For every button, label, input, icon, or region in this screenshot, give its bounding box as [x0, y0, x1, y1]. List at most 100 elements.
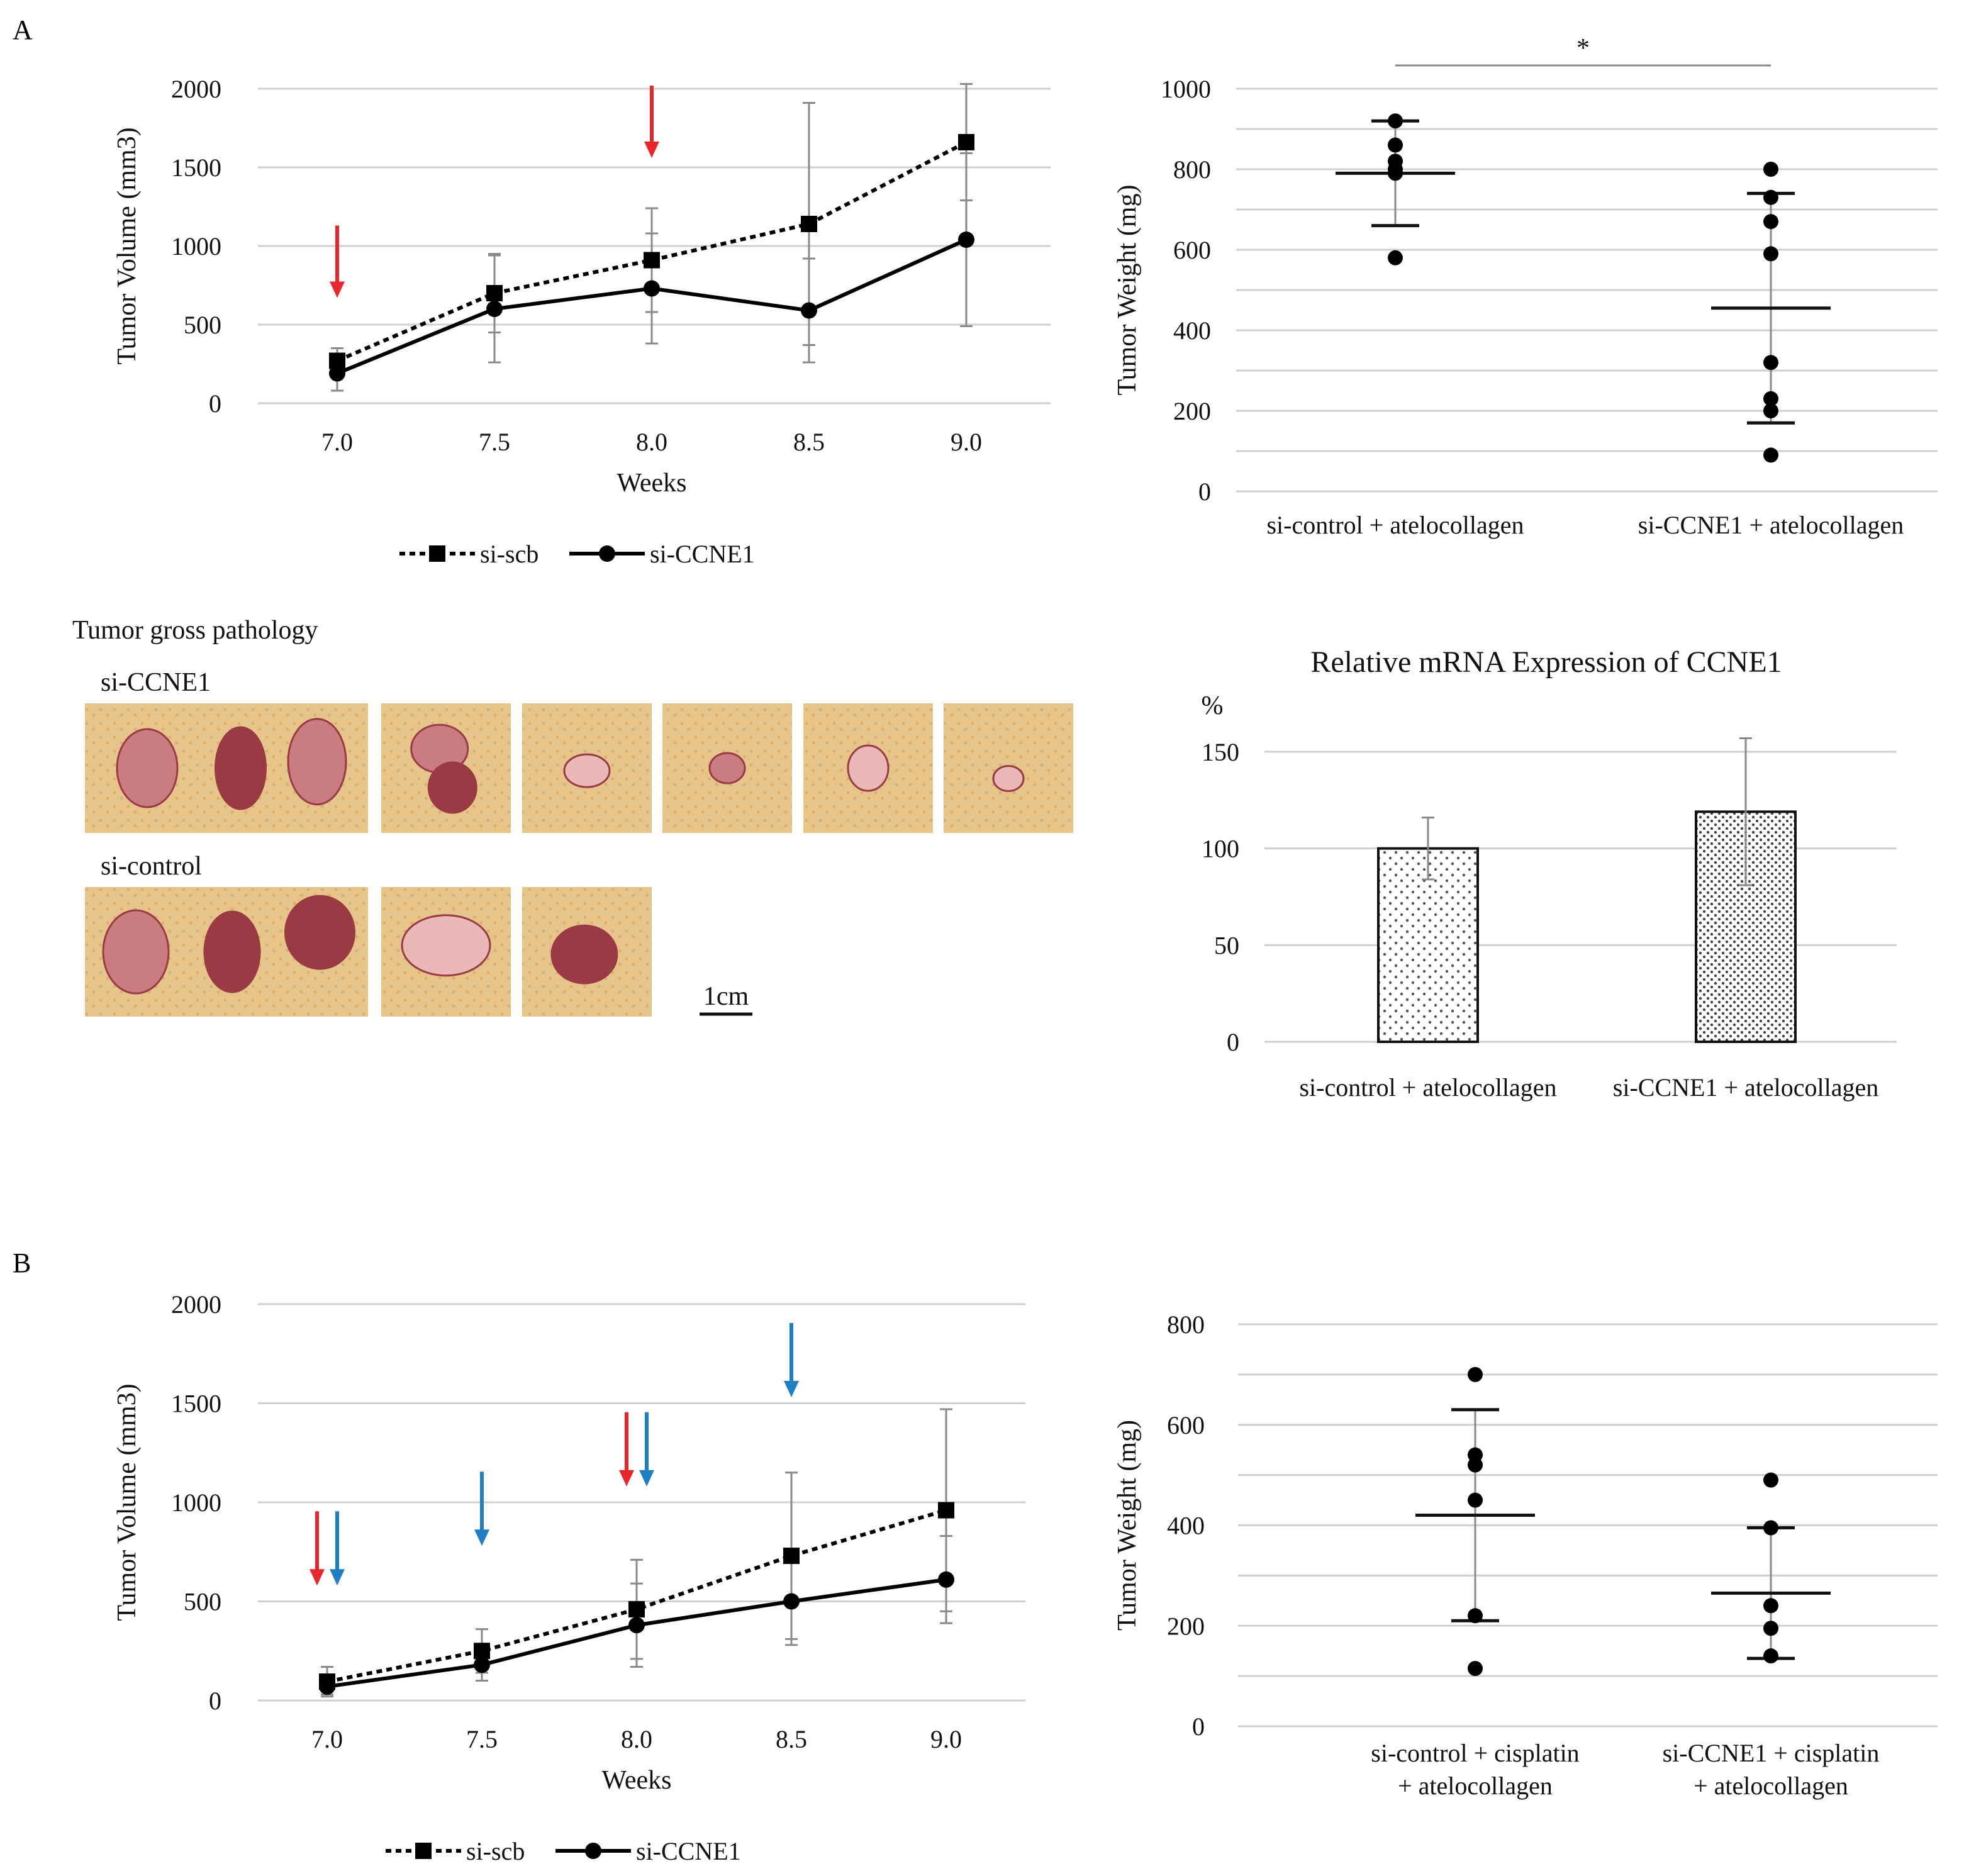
- tumor-specimen: [116, 728, 179, 808]
- b2-y-axis-title: Tumor Weight (mg): [1113, 1420, 1142, 1631]
- b2-data-point: [1763, 1648, 1778, 1664]
- tumor-photo: [381, 703, 511, 833]
- a3-y-tick-label: 100: [1202, 835, 1239, 863]
- tumor-specimen: [287, 718, 347, 806]
- a3-category-label: si-CCNE1 + atelocollagen: [1613, 1073, 1878, 1102]
- b1-y-axis-title: Tumor Volume (mm3): [113, 1383, 142, 1621]
- b2-category-label: + atelocollagen: [1693, 1772, 1848, 1800]
- gross-label-si-control: si-control: [101, 852, 202, 881]
- tumor-specimen: [563, 753, 611, 788]
- a1-x-tick-label: 8.5: [793, 428, 825, 456]
- a1-legend-marker-si-CCNE1: [599, 545, 615, 562]
- a2-data-point: [1763, 355, 1778, 371]
- tumor-specimen: [215, 726, 267, 810]
- gross-label-si-ccne1: si-CCNE1: [101, 668, 211, 697]
- b1-treatment-arrowhead-blue: [474, 1529, 489, 1546]
- b2-category-label: si-control + cisplatin: [1371, 1739, 1579, 1767]
- tumor-specimen: [203, 910, 261, 993]
- a1-y-axis-title: Tumor Volume (mm3): [113, 127, 142, 364]
- b1-x-tick-label: 7.0: [311, 1725, 343, 1753]
- b1-point-si-scb: [783, 1548, 800, 1565]
- a3-chart-title: Relative mRNA Expression of CCNE1: [1310, 645, 1782, 679]
- gross-title: Tumor gross pathology: [72, 616, 318, 645]
- b1-point-si-scb: [938, 1502, 954, 1519]
- b1-point-si-CCNE1: [628, 1617, 645, 1634]
- a1-point-si-CCNE1: [958, 232, 974, 248]
- a2-data-point: [1388, 113, 1403, 129]
- a2-data-point: [1763, 162, 1778, 177]
- tumor-specimen: [284, 895, 355, 970]
- b2-data-point: [1468, 1366, 1483, 1382]
- chart-a1-tumor-volume: 0 500 1000 1500 2000 7.0 7.5 8.0 8.5 9.0 Weeks Tumo…: [113, 75, 1051, 568]
- b2-data-point: [1468, 1457, 1483, 1473]
- a2-data-point: [1763, 246, 1778, 262]
- a1-x-tick-label: 7.0: [321, 428, 353, 456]
- a2-data-point: [1763, 214, 1778, 230]
- a2-data-point: [1763, 391, 1778, 406]
- b2-data-point: [1468, 1608, 1483, 1624]
- b1-y-tick-label: 0: [209, 1687, 221, 1715]
- panel-a-label: A: [13, 14, 33, 45]
- a1-x-axis-title: Weeks: [617, 469, 687, 498]
- a2-y-tick-label: 0: [1198, 477, 1211, 506]
- a2-y-tick-label: 1000: [1161, 75, 1211, 103]
- panel-b-label: B: [13, 1248, 31, 1278]
- b1-treatment-arrowhead-red: [619, 1470, 634, 1487]
- a1-point-si-scb: [801, 216, 817, 232]
- a1-legend-marker-si-scb: [429, 545, 445, 562]
- b2-y-tick-label: 600: [1167, 1411, 1205, 1439]
- tumor-photo: [85, 703, 368, 833]
- a1-treatment-arrowhead-red: [330, 281, 345, 298]
- a2-data-point: [1763, 447, 1778, 463]
- tumor-specimen: [708, 752, 746, 784]
- b1-x-tick-label: 9.0: [930, 1725, 962, 1753]
- tumor-specimen: [427, 761, 477, 814]
- b2-y-tick-label: 0: [1192, 1712, 1205, 1741]
- tumor-photo: [522, 703, 652, 833]
- a1-y-tick-label: 1500: [171, 154, 221, 182]
- b1-legend-label-si-CCNE1: si-CCNE1: [636, 1837, 741, 1865]
- a2-data-point: [1388, 165, 1403, 181]
- a2-y-tick-label: 800: [1173, 155, 1211, 184]
- b1-y-tick-label: 1000: [171, 1488, 221, 1517]
- chart-a3-mrna-expression: Relative mRNA Expression of CCNE1% 0 50 100…: [1202, 645, 1897, 1102]
- tumor-photo: [381, 887, 511, 1017]
- a1-point-si-scb: [644, 252, 660, 269]
- a1-treatment-arrowhead-red: [644, 142, 659, 158]
- a1-legend-label-si-scb: si-scb: [480, 540, 538, 568]
- tumor-specimen: [102, 909, 170, 995]
- a2-data-point: [1388, 250, 1403, 265]
- a2-category-label: si-control + atelocollagen: [1266, 511, 1524, 539]
- a3-y-tick-label: 0: [1227, 1028, 1239, 1056]
- tumor-specimen: [550, 924, 618, 985]
- b2-y-tick-label: 800: [1167, 1310, 1205, 1339]
- b1-point-si-CCNE1: [319, 1678, 335, 1695]
- a1-y-tick-label: 1000: [171, 232, 221, 260]
- a1-series-line-si-scb: [336, 140, 968, 363]
- a1-y-tick-label: 2000: [171, 75, 221, 103]
- b1-treatment-arrowhead-blue: [639, 1470, 654, 1487]
- b2-y-tick-label: 400: [1167, 1512, 1205, 1540]
- tumor-specimen: [401, 914, 491, 977]
- b1-series-line-si-scb: [326, 1508, 947, 1684]
- a3-bar: [1377, 847, 1479, 1043]
- a2-y-tick-label: 400: [1173, 316, 1211, 345]
- b1-legend-marker-si-scb: [415, 1843, 432, 1859]
- a1-point-si-CCNE1: [644, 280, 660, 297]
- a3-y-axis-title: %: [1202, 691, 1224, 720]
- b2-data-point: [1763, 1598, 1778, 1614]
- a1-y-tick-label: 0: [209, 389, 221, 418]
- b1-y-tick-label: 1500: [171, 1390, 221, 1418]
- b1-x-tick-label: 8.5: [776, 1725, 807, 1753]
- b2-data-point: [1763, 1621, 1778, 1636]
- b2-data-point: [1468, 1492, 1483, 1508]
- b1-point-si-CCNE1: [474, 1656, 490, 1673]
- a1-y-tick-label: 500: [184, 311, 221, 339]
- b2-data-point: [1468, 1661, 1483, 1677]
- a1-point-si-CCNE1: [486, 301, 503, 317]
- b1-x-tick-label: 8.0: [621, 1725, 652, 1753]
- a1-point-si-scb: [958, 134, 974, 150]
- b2-category-label: si-CCNE1 + cisplatin: [1663, 1739, 1880, 1767]
- a2-data-point: [1763, 403, 1778, 418]
